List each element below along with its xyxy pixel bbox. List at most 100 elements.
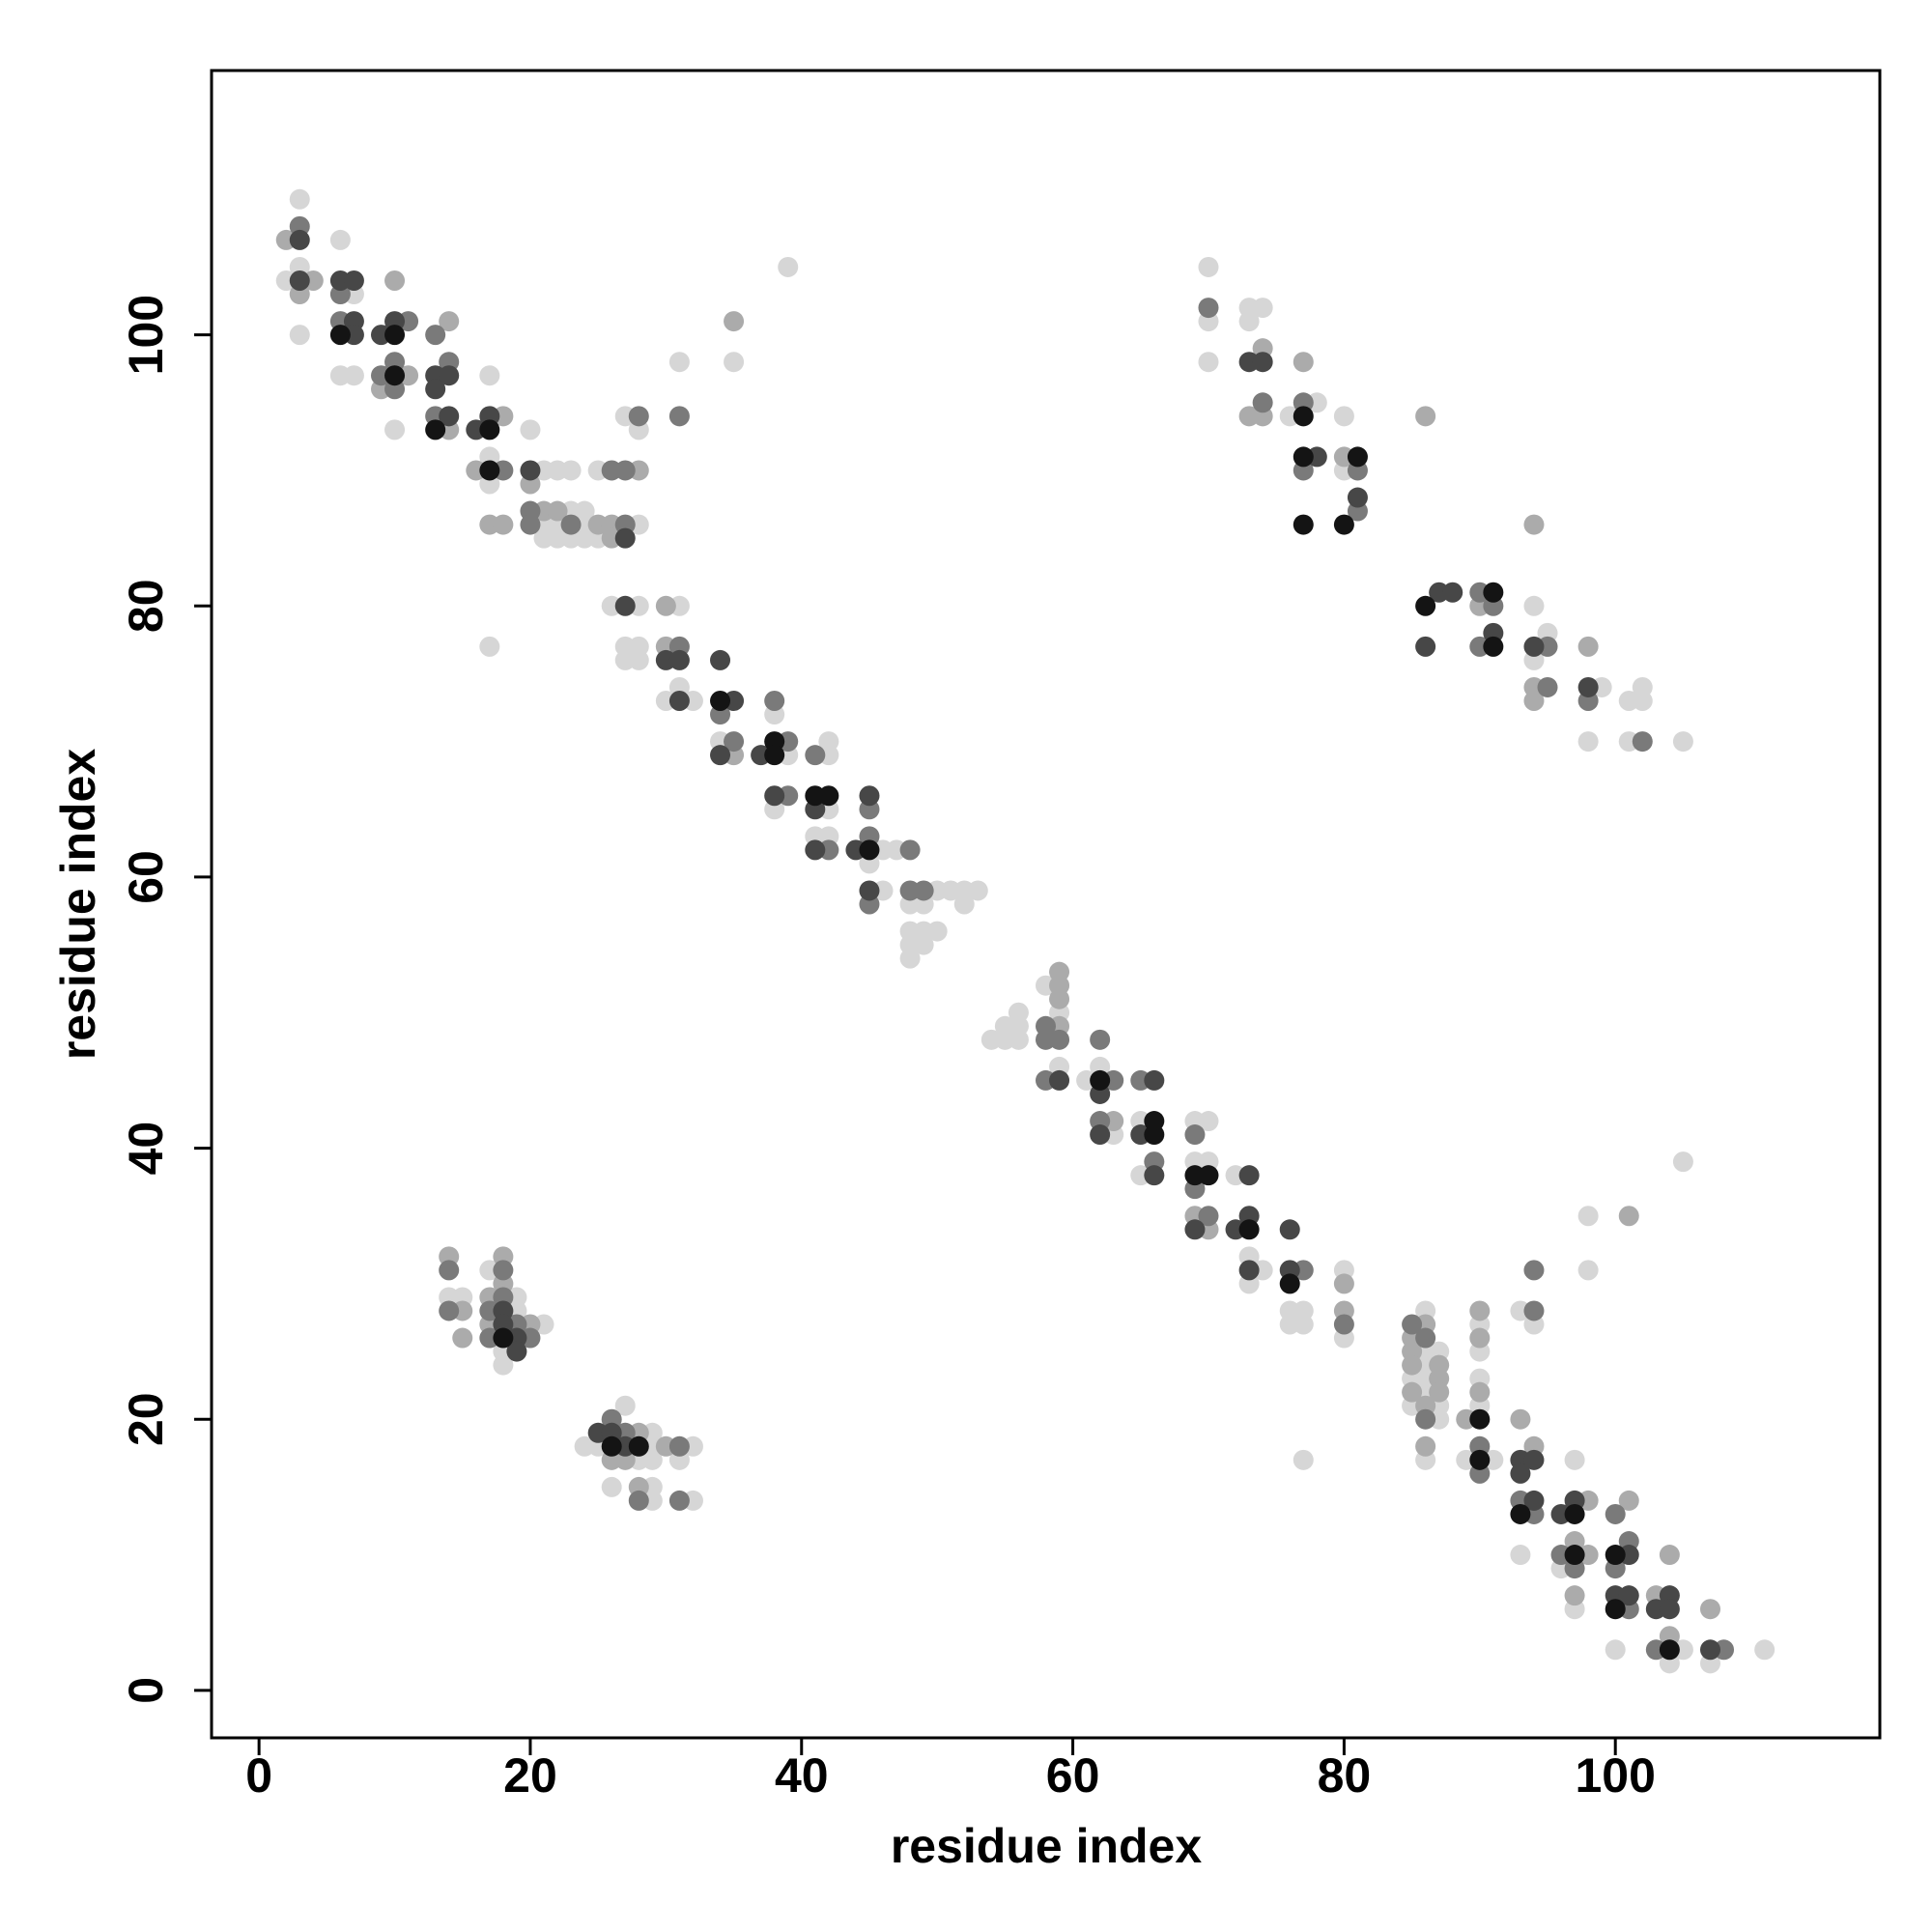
x-axis-title: residue index — [891, 1819, 1203, 1873]
point — [452, 1327, 473, 1349]
point — [384, 325, 406, 346]
point — [1238, 1260, 1260, 1281]
point — [1699, 1639, 1720, 1661]
point — [1537, 676, 1558, 697]
point — [384, 365, 406, 386]
point — [439, 1260, 460, 1281]
point — [668, 406, 690, 427]
point — [1252, 298, 1273, 319]
point — [601, 1476, 622, 1497]
point — [710, 745, 731, 766]
point — [1469, 1381, 1491, 1403]
point — [1402, 1314, 1423, 1335]
point — [425, 379, 446, 400]
point — [1523, 636, 1545, 657]
point — [1008, 1015, 1029, 1037]
point — [343, 270, 364, 292]
point — [1049, 988, 1070, 1009]
point — [1429, 1381, 1450, 1403]
point — [1279, 1273, 1300, 1294]
point — [614, 595, 636, 616]
point — [1523, 1260, 1545, 1281]
point — [1510, 1408, 1531, 1430]
point — [547, 500, 568, 522]
y-tick-label: 20 — [119, 1392, 173, 1446]
y-axis-title: residue index — [51, 749, 105, 1061]
x-tick-label: 0 — [245, 1748, 272, 1803]
point — [1510, 1503, 1531, 1524]
point — [1469, 1327, 1491, 1349]
point — [1144, 1124, 1165, 1146]
point — [289, 188, 310, 210]
point — [425, 325, 446, 346]
point — [1523, 691, 1545, 712]
point — [628, 1490, 649, 1511]
point — [1333, 406, 1354, 427]
point — [1198, 1111, 1219, 1132]
point — [1333, 1314, 1354, 1335]
point — [439, 406, 460, 427]
point — [1252, 352, 1273, 373]
point — [641, 1449, 663, 1470]
point — [668, 1435, 690, 1457]
point — [764, 691, 785, 712]
y-tick-label: 80 — [119, 579, 173, 633]
point — [818, 785, 839, 807]
point — [628, 1435, 649, 1457]
point — [1469, 1408, 1491, 1430]
point — [289, 325, 310, 346]
point — [1090, 1029, 1111, 1050]
point — [1659, 1599, 1680, 1620]
point — [479, 460, 500, 481]
point — [764, 785, 785, 807]
point — [668, 691, 690, 712]
point — [1672, 1151, 1693, 1173]
point — [1469, 1300, 1491, 1321]
point — [1510, 1463, 1531, 1484]
point — [1564, 1503, 1585, 1524]
point — [493, 1260, 514, 1281]
point — [1184, 1124, 1206, 1146]
point — [1523, 1449, 1545, 1470]
point — [329, 229, 351, 250]
point — [493, 1354, 514, 1376]
point — [384, 419, 406, 440]
point — [668, 352, 690, 373]
point — [913, 934, 934, 955]
point — [520, 514, 541, 535]
y-tick-label: 60 — [119, 850, 173, 904]
point — [439, 311, 460, 332]
point — [899, 948, 921, 969]
point — [967, 880, 988, 901]
point — [1198, 1206, 1219, 1227]
point — [1238, 1219, 1260, 1240]
point — [1699, 1599, 1720, 1620]
point — [479, 365, 500, 386]
point — [520, 460, 541, 481]
point — [1442, 582, 1463, 603]
point — [1144, 1069, 1165, 1091]
point — [1483, 636, 1504, 657]
point — [1402, 1354, 1423, 1376]
point — [614, 1395, 636, 1416]
point — [710, 649, 731, 670]
point — [1184, 1219, 1206, 1240]
x-tick-label: 20 — [503, 1748, 557, 1803]
point — [1049, 1069, 1070, 1091]
point — [1144, 1165, 1165, 1186]
point — [1293, 406, 1314, 427]
point — [493, 514, 514, 535]
point — [628, 406, 649, 427]
point — [1754, 1639, 1776, 1661]
point — [1605, 1599, 1626, 1620]
point — [1577, 731, 1599, 753]
point — [425, 419, 446, 440]
point — [1415, 595, 1436, 616]
point — [1632, 731, 1653, 753]
point — [1238, 311, 1260, 332]
point — [1090, 1069, 1111, 1091]
point — [1632, 691, 1653, 712]
point — [1659, 1545, 1680, 1566]
y-tick-label: 40 — [119, 1122, 173, 1176]
point — [1564, 1545, 1585, 1566]
